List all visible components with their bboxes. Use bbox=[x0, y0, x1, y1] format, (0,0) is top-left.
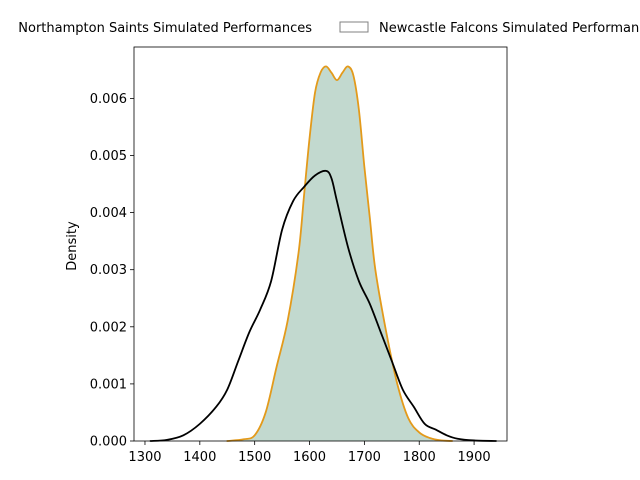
axes-frame bbox=[133, 46, 508, 442]
legend-label-newcastle: Newcastle Falcons Simulated Performances bbox=[379, 21, 640, 36]
legend: Northampton Saints Simulated Performance… bbox=[18, 21, 640, 36]
plot-area bbox=[133, 46, 508, 442]
x-tick-label: 1700 bbox=[348, 450, 381, 465]
y-tick-label: 0.000 bbox=[90, 435, 127, 450]
y-tick-label: 0.003 bbox=[90, 263, 127, 278]
series-line-0 bbox=[149, 169, 497, 442]
legend-label-northampton: Northampton Saints Simulated Performance… bbox=[18, 21, 312, 36]
x-tick-label: 1500 bbox=[238, 450, 271, 465]
series-fill-1 bbox=[227, 66, 453, 441]
y-tick-label: 0.006 bbox=[90, 92, 127, 107]
x-tick-label: 1400 bbox=[183, 450, 216, 465]
y-axis: 0.000 0.001 0.002 0.003 0.004 0.005 0.006 bbox=[90, 92, 134, 450]
x-tick-label: 1900 bbox=[458, 450, 491, 465]
x-axis: 1300 1400 1500 1600 1700 1800 1900 bbox=[128, 441, 491, 465]
y-tick-label: 0.001 bbox=[90, 377, 127, 392]
y-tick-label: 0.002 bbox=[90, 320, 127, 335]
y-axis-label: Density bbox=[65, 221, 80, 271]
x-tick-label: 1600 bbox=[293, 450, 326, 465]
x-tick-label: 1800 bbox=[403, 450, 436, 465]
x-tick-label: 1300 bbox=[128, 450, 161, 465]
series-line-1 bbox=[226, 65, 454, 442]
legend-swatch-newcastle bbox=[339, 21, 369, 33]
y-tick-label: 0.004 bbox=[90, 206, 127, 221]
y-tick-label: 0.005 bbox=[90, 149, 127, 164]
